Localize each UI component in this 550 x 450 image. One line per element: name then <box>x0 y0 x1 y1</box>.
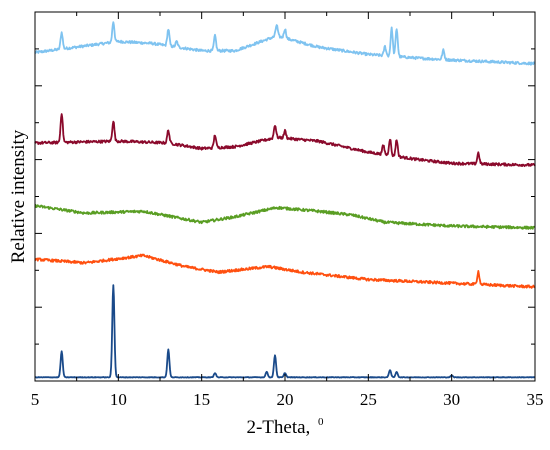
series-line-4 <box>34 253 536 289</box>
x-axis-title-main: 2-Theta, <box>246 417 310 438</box>
x-tick-label: 25 <box>360 390 377 409</box>
series-line-3 <box>34 203 536 230</box>
series-line-2 <box>34 113 536 168</box>
plot-frame <box>34 11 536 382</box>
series-line-5 <box>34 284 536 379</box>
y-axis-title: Relative intensity <box>8 129 29 263</box>
series-line-1 <box>34 21 536 66</box>
x-axis-title-superscript: 0 <box>318 416 324 428</box>
x-axis-title: 2-Theta, 0 <box>246 416 324 438</box>
x-tick-label: 15 <box>193 390 210 409</box>
x-tick-label: 20 <box>277 390 294 409</box>
x-tick-label: 35 <box>527 390 544 409</box>
x-tick-label: 10 <box>110 390 127 409</box>
x-tick-label: 30 <box>443 390 460 409</box>
x-tick-label: 5 <box>31 390 40 409</box>
series-layer <box>34 21 536 379</box>
ticks-layer: 5 10 15 20 25 30 35 <box>31 12 544 409</box>
